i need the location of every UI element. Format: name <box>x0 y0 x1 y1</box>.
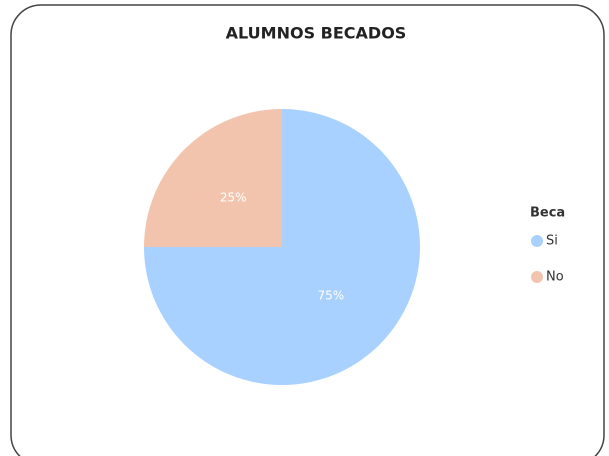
legend-label: No <box>546 270 564 285</box>
slice-label: 25% <box>220 191 247 205</box>
legend-swatch <box>531 271 543 283</box>
chart-title: ALUMNOS BECADOS <box>226 24 407 43</box>
legend-title: Beca <box>530 206 565 221</box>
slice-label: 75% <box>317 288 344 302</box>
legend-label: Si <box>546 234 558 249</box>
legend-swatch <box>531 235 543 247</box>
pie-slice <box>144 109 282 247</box>
